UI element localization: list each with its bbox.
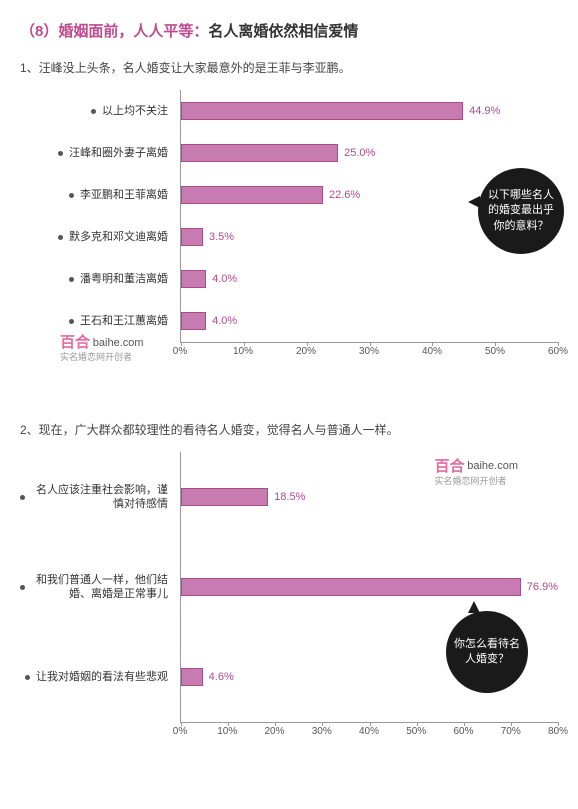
bullet-icon — [91, 109, 96, 114]
bar-value: 4.6% — [209, 671, 234, 683]
bar-value: 18.5% — [274, 491, 305, 503]
x-tick-label: 40% — [422, 346, 442, 357]
bullet-icon — [20, 495, 25, 500]
bullet-icon — [69, 193, 74, 198]
bar-fill — [181, 488, 268, 506]
bar-label-text: 汪峰和圈外妻子离婚 — [69, 146, 168, 160]
bar-fill — [181, 578, 521, 596]
chart2-logo: 百合 baihe.com 实名婚恋网开创者 — [434, 458, 518, 487]
bar-fill — [181, 228, 203, 246]
chart2: 名人应该注重社会影响，谨慎对待感情和我们普通人一样，他们结婚、离婚是正常事儿让我… — [20, 452, 558, 741]
bullet-icon — [25, 675, 30, 680]
bubble-tail-icon — [468, 601, 480, 613]
x-tick-label: 30% — [359, 346, 379, 357]
bar-value: 44.9% — [469, 105, 500, 117]
page-title: （8）婚姻面前，人人平等：名人离婚依然相信爱情 — [20, 20, 558, 41]
bar-label-text: 潘粤明和董洁离婚 — [80, 272, 168, 286]
x-tick-label: 50% — [485, 346, 505, 357]
chart1-bubble-text: 以下哪些名人的婚变最出乎你的意料？ — [486, 188, 556, 234]
bar-label: 默多克和邓文迪离婚 — [20, 216, 168, 258]
x-tick-label: 70% — [501, 726, 521, 737]
bar-value: 22.6% — [329, 189, 360, 201]
x-tick-label: 30% — [312, 726, 332, 737]
bullet-icon — [20, 585, 25, 590]
logo-tag: 实名婚恋网开创者 — [60, 352, 144, 363]
bar-fill — [181, 270, 206, 288]
bar-fill — [181, 186, 323, 204]
bar-label-text: 名人应该注重社会影响，谨慎对待感情 — [31, 483, 168, 512]
logo-cn: 百合 — [60, 334, 90, 352]
chart1-subtitle: 1、汪峰没上头条，名人婚变让大家最意外的是王菲与李亚鹏。 — [20, 59, 558, 76]
x-tick-label: 50% — [406, 726, 426, 737]
bullet-icon — [58, 235, 63, 240]
title-prefix: （8）婚姻面前，人人平等： — [20, 23, 208, 40]
bar-label-text: 让我对婚姻的看法有些悲观 — [36, 670, 168, 684]
logo-tag: 实名婚恋网开创者 — [434, 476, 518, 487]
logo-en: baihe.com — [467, 460, 518, 473]
bar-label-text: 王石和王江蕙离婚 — [80, 314, 168, 328]
x-tick-label: 10% — [217, 726, 237, 737]
chart1-bubble: 以下哪些名人的婚变最出乎你的意料？ — [478, 168, 564, 254]
x-tick-label: 20% — [296, 346, 316, 357]
chart1-logo: 百合 baihe.com 实名婚恋网开创者 — [60, 334, 144, 363]
bar-row: 25.0% — [181, 132, 558, 174]
bar-value: 76.9% — [527, 581, 558, 593]
chart1-labels: 以上均不关注汪峰和圈外妻子离婚李亚鹏和王菲离婚默多克和邓文迪离婚潘粤明和董洁离婚… — [20, 90, 180, 342]
bar-value: 4.0% — [212, 273, 237, 285]
bar-label: 和我们普通人一样，他们结婚、离婚是正常事儿 — [20, 542, 168, 632]
bullet-icon — [69, 277, 74, 282]
bar-value: 3.5% — [209, 231, 234, 243]
chart2-xticks: 0%10%20%30%40%50%60%70%80% — [180, 723, 558, 741]
chart2-subtitle: 2、现在，广大群众都较理性的看待名人婚变，觉得名人与普通人一样。 — [20, 421, 558, 438]
x-tick-label: 60% — [548, 346, 568, 357]
logo-en: baihe.com — [93, 337, 144, 350]
x-tick-label: 40% — [359, 726, 379, 737]
bar-fill — [181, 668, 203, 686]
x-tick-label: 10% — [233, 346, 253, 357]
bar-label-text: 和我们普通人一样，他们结婚、离婚是正常事儿 — [31, 573, 168, 602]
bar-label: 汪峰和圈外妻子离婚 — [20, 132, 168, 174]
chart2-bubble-text: 你怎么看待名人婚变？ — [454, 637, 520, 668]
chart2-bubble: 你怎么看待名人婚变？ — [446, 611, 528, 693]
x-tick-label: 20% — [264, 726, 284, 737]
bar-value: 4.0% — [212, 315, 237, 327]
bullet-icon — [58, 151, 63, 156]
bar-fill — [181, 312, 206, 330]
bar-value: 25.0% — [344, 147, 375, 159]
bar-label: 名人应该注重社会影响，谨慎对待感情 — [20, 452, 168, 542]
chart1-inner: 以上均不关注汪峰和圈外妻子离婚李亚鹏和王菲离婚默多克和邓文迪离婚潘粤明和董洁离婚… — [20, 90, 558, 343]
bullet-icon — [69, 319, 74, 324]
bar-label-text: 以上均不关注 — [102, 104, 168, 118]
bar-label: 以上均不关注 — [20, 90, 168, 132]
bar-fill — [181, 102, 463, 120]
bar-label-text: 李亚鹏和王菲离婚 — [80, 188, 168, 202]
chart2-labels: 名人应该注重社会影响，谨慎对待感情和我们普通人一样，他们结婚、离婚是正常事儿让我… — [20, 452, 180, 722]
chart1-xticks: 0%10%20%30%40%50%60% — [180, 343, 558, 361]
bar-label: 让我对婚姻的看法有些悲观 — [20, 632, 168, 722]
bar-row: 44.9% — [181, 90, 558, 132]
chart1: 以上均不关注汪峰和圈外妻子离婚李亚鹏和王菲离婚默多克和邓文迪离婚潘粤明和董洁离婚… — [20, 90, 558, 361]
bar-label-text: 默多克和邓文迪离婚 — [69, 230, 168, 244]
bar-row: 4.0% — [181, 300, 558, 342]
bar-row: 4.0% — [181, 258, 558, 300]
logo-cn: 百合 — [434, 458, 464, 476]
title-suffix: 名人离婚依然相信爱情 — [208, 23, 358, 40]
bar-fill — [181, 144, 338, 162]
x-tick-label: 80% — [548, 726, 568, 737]
x-tick-label: 0% — [173, 726, 187, 737]
x-tick-label: 60% — [453, 726, 473, 737]
bar-label: 潘粤明和董洁离婚 — [20, 258, 168, 300]
x-tick-label: 0% — [173, 346, 187, 357]
bar-label: 李亚鹏和王菲离婚 — [20, 174, 168, 216]
bubble-tail-icon — [468, 196, 480, 208]
